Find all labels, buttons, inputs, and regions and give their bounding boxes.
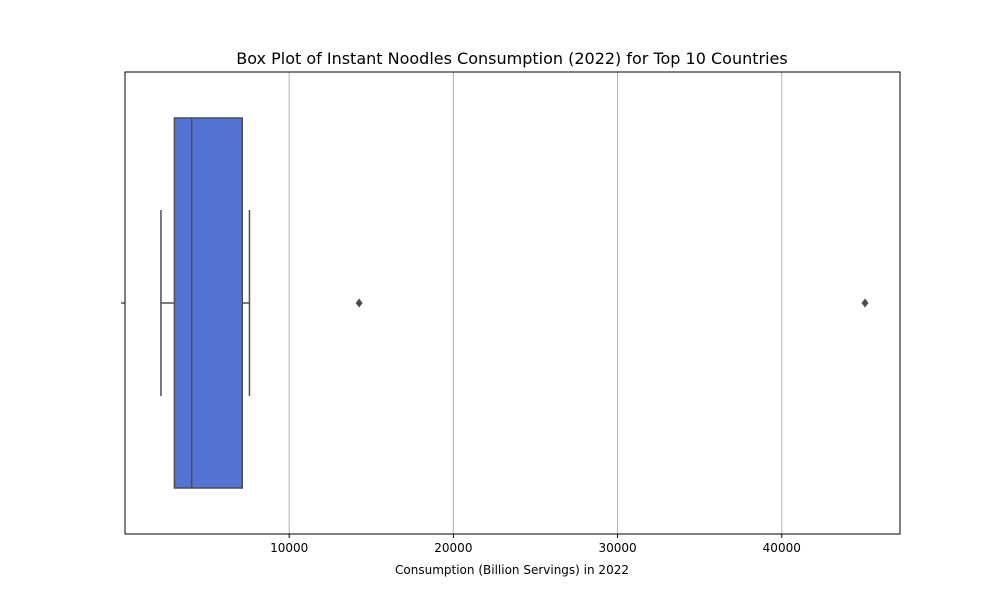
x-tick-label: 30000 — [598, 541, 636, 555]
outlier-point — [861, 298, 869, 308]
box-plot — [160, 117, 869, 489]
interquartile-box — [173, 117, 243, 489]
x-axis-ticks: 10000 20000 30000 40000 — [270, 534, 801, 555]
x-axis-label: Consumption (Billion Servings) in 2022 — [395, 563, 629, 577]
outlier-point — [355, 298, 363, 308]
x-tick-label: 10000 — [270, 541, 308, 555]
x-tick-label: 40000 — [763, 541, 801, 555]
grid-lines — [288, 72, 783, 534]
x-tick-label: 20000 — [434, 541, 472, 555]
chart-title: Box Plot of Instant Noodles Consumption … — [236, 49, 787, 68]
